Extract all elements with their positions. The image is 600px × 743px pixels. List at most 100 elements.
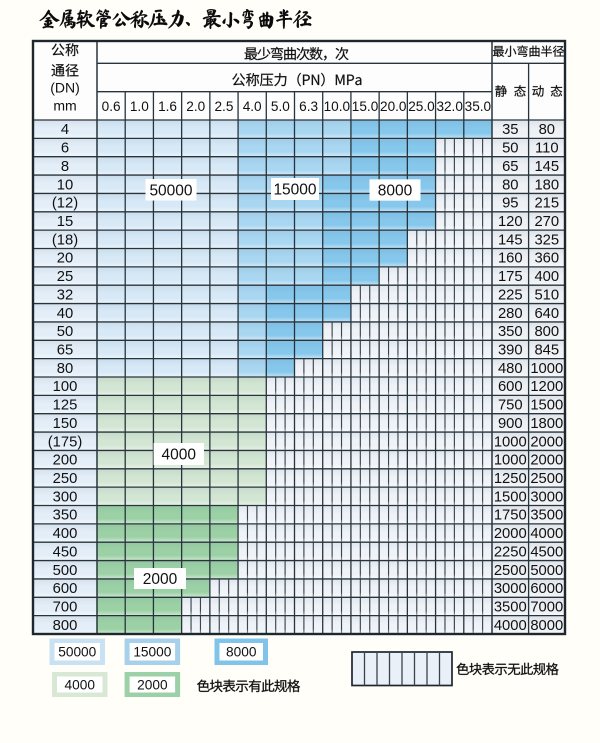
- svg-text:8000: 8000: [378, 183, 413, 200]
- svg-text:40: 40: [57, 306, 73, 322]
- svg-text:50000: 50000: [149, 182, 192, 199]
- svg-text:20.0: 20.0: [380, 99, 407, 114]
- svg-text:160: 160: [498, 251, 523, 267]
- svg-text:5000: 5000: [530, 563, 563, 579]
- svg-text:3000: 3000: [530, 489, 563, 505]
- svg-text:300: 300: [53, 489, 78, 505]
- svg-text:2.5: 2.5: [215, 99, 234, 114]
- svg-text:150: 150: [53, 416, 78, 432]
- svg-text:1250: 1250: [494, 471, 527, 487]
- svg-text:6: 6: [61, 141, 69, 157]
- svg-text:4000: 4000: [530, 526, 563, 542]
- svg-text:200: 200: [53, 453, 78, 469]
- svg-text:845: 845: [534, 342, 559, 358]
- svg-text:15000: 15000: [273, 182, 316, 199]
- svg-text:180: 180: [534, 177, 559, 193]
- svg-text:1500: 1500: [494, 489, 527, 505]
- svg-text:500: 500: [53, 563, 78, 579]
- svg-text:50: 50: [57, 324, 73, 340]
- svg-text:80: 80: [539, 122, 555, 138]
- svg-text:50000: 50000: [58, 645, 96, 660]
- svg-text:4000: 4000: [162, 447, 197, 464]
- svg-text:mm: mm: [53, 98, 76, 114]
- svg-text:15.0: 15.0: [352, 99, 379, 114]
- svg-text:450: 450: [53, 544, 78, 560]
- svg-text:4000: 4000: [494, 618, 527, 634]
- svg-text:8: 8: [61, 159, 69, 175]
- svg-text:65: 65: [502, 159, 518, 175]
- svg-text:1800: 1800: [530, 416, 563, 432]
- svg-text:1500: 1500: [530, 398, 563, 414]
- svg-text:15000: 15000: [133, 645, 171, 660]
- svg-text:1.0: 1.0: [130, 99, 149, 114]
- svg-text:2500: 2500: [530, 471, 563, 487]
- svg-text:8000: 8000: [226, 645, 257, 660]
- svg-text:2000: 2000: [530, 453, 563, 469]
- svg-text:325: 325: [534, 232, 559, 248]
- svg-text:80: 80: [57, 361, 73, 377]
- svg-text:1000: 1000: [530, 361, 563, 377]
- svg-text:145: 145: [534, 159, 559, 175]
- svg-text:2000: 2000: [137, 677, 168, 692]
- svg-text:1000: 1000: [494, 453, 527, 469]
- svg-text:600: 600: [53, 581, 78, 597]
- svg-text:32: 32: [57, 287, 73, 303]
- svg-text:(DN): (DN): [50, 80, 80, 96]
- svg-text:25: 25: [57, 269, 73, 285]
- svg-text:750: 750: [498, 398, 523, 414]
- svg-text:0.6: 0.6: [102, 99, 121, 114]
- svg-text:4: 4: [61, 122, 69, 138]
- svg-text:120: 120: [498, 214, 523, 230]
- svg-text:1200: 1200: [530, 379, 563, 395]
- svg-text:700: 700: [53, 599, 78, 615]
- svg-text:350: 350: [53, 508, 78, 524]
- svg-text:280: 280: [498, 306, 523, 322]
- svg-text:2000: 2000: [494, 526, 527, 542]
- svg-text:5.0: 5.0: [271, 99, 290, 114]
- svg-text:270: 270: [534, 214, 559, 230]
- svg-text:7000: 7000: [530, 599, 563, 615]
- svg-text:4000: 4000: [65, 677, 96, 692]
- svg-text:4.0: 4.0: [243, 99, 262, 114]
- svg-text:400: 400: [534, 269, 559, 285]
- svg-text:900: 900: [498, 416, 523, 432]
- svg-text:20: 20: [57, 251, 73, 267]
- svg-text:10.0: 10.0: [324, 99, 351, 114]
- svg-text:2500: 2500: [494, 563, 527, 579]
- svg-text:35: 35: [502, 122, 518, 138]
- svg-text:50: 50: [502, 141, 518, 157]
- svg-text:95: 95: [502, 196, 518, 212]
- svg-text:32.0: 32.0: [436, 99, 463, 114]
- svg-text:225: 225: [498, 287, 523, 303]
- svg-text:25.0: 25.0: [408, 99, 435, 114]
- svg-text:80: 80: [502, 177, 518, 193]
- svg-text:4500: 4500: [530, 544, 563, 560]
- svg-text:3500: 3500: [530, 508, 563, 524]
- svg-text:65: 65: [57, 342, 73, 358]
- svg-text:2000: 2000: [143, 571, 178, 588]
- svg-text:480: 480: [498, 361, 523, 377]
- svg-text:1750: 1750: [494, 508, 527, 524]
- svg-text:6.3: 6.3: [299, 99, 318, 114]
- svg-text:600: 600: [498, 379, 523, 395]
- svg-text:145: 145: [498, 232, 523, 248]
- svg-text:3000: 3000: [494, 581, 527, 597]
- svg-text:360: 360: [534, 251, 559, 267]
- svg-text:800: 800: [53, 618, 78, 634]
- svg-text:3500: 3500: [494, 599, 527, 615]
- svg-text:110: 110: [535, 141, 559, 157]
- svg-text:100: 100: [53, 379, 78, 395]
- svg-text:2000: 2000: [530, 434, 563, 450]
- svg-text:35.0: 35.0: [465, 99, 492, 114]
- svg-text:350: 350: [498, 324, 523, 340]
- svg-text:6000: 6000: [530, 581, 563, 597]
- svg-text:175: 175: [498, 269, 523, 285]
- svg-text:1.6: 1.6: [158, 99, 177, 114]
- svg-text:15: 15: [57, 214, 73, 230]
- svg-text:(18): (18): [52, 232, 78, 248]
- svg-text:(175): (175): [48, 434, 83, 450]
- svg-text:10: 10: [57, 177, 73, 193]
- svg-text:250: 250: [53, 471, 78, 487]
- svg-text:2.0: 2.0: [186, 99, 205, 114]
- svg-text:1000: 1000: [494, 434, 527, 450]
